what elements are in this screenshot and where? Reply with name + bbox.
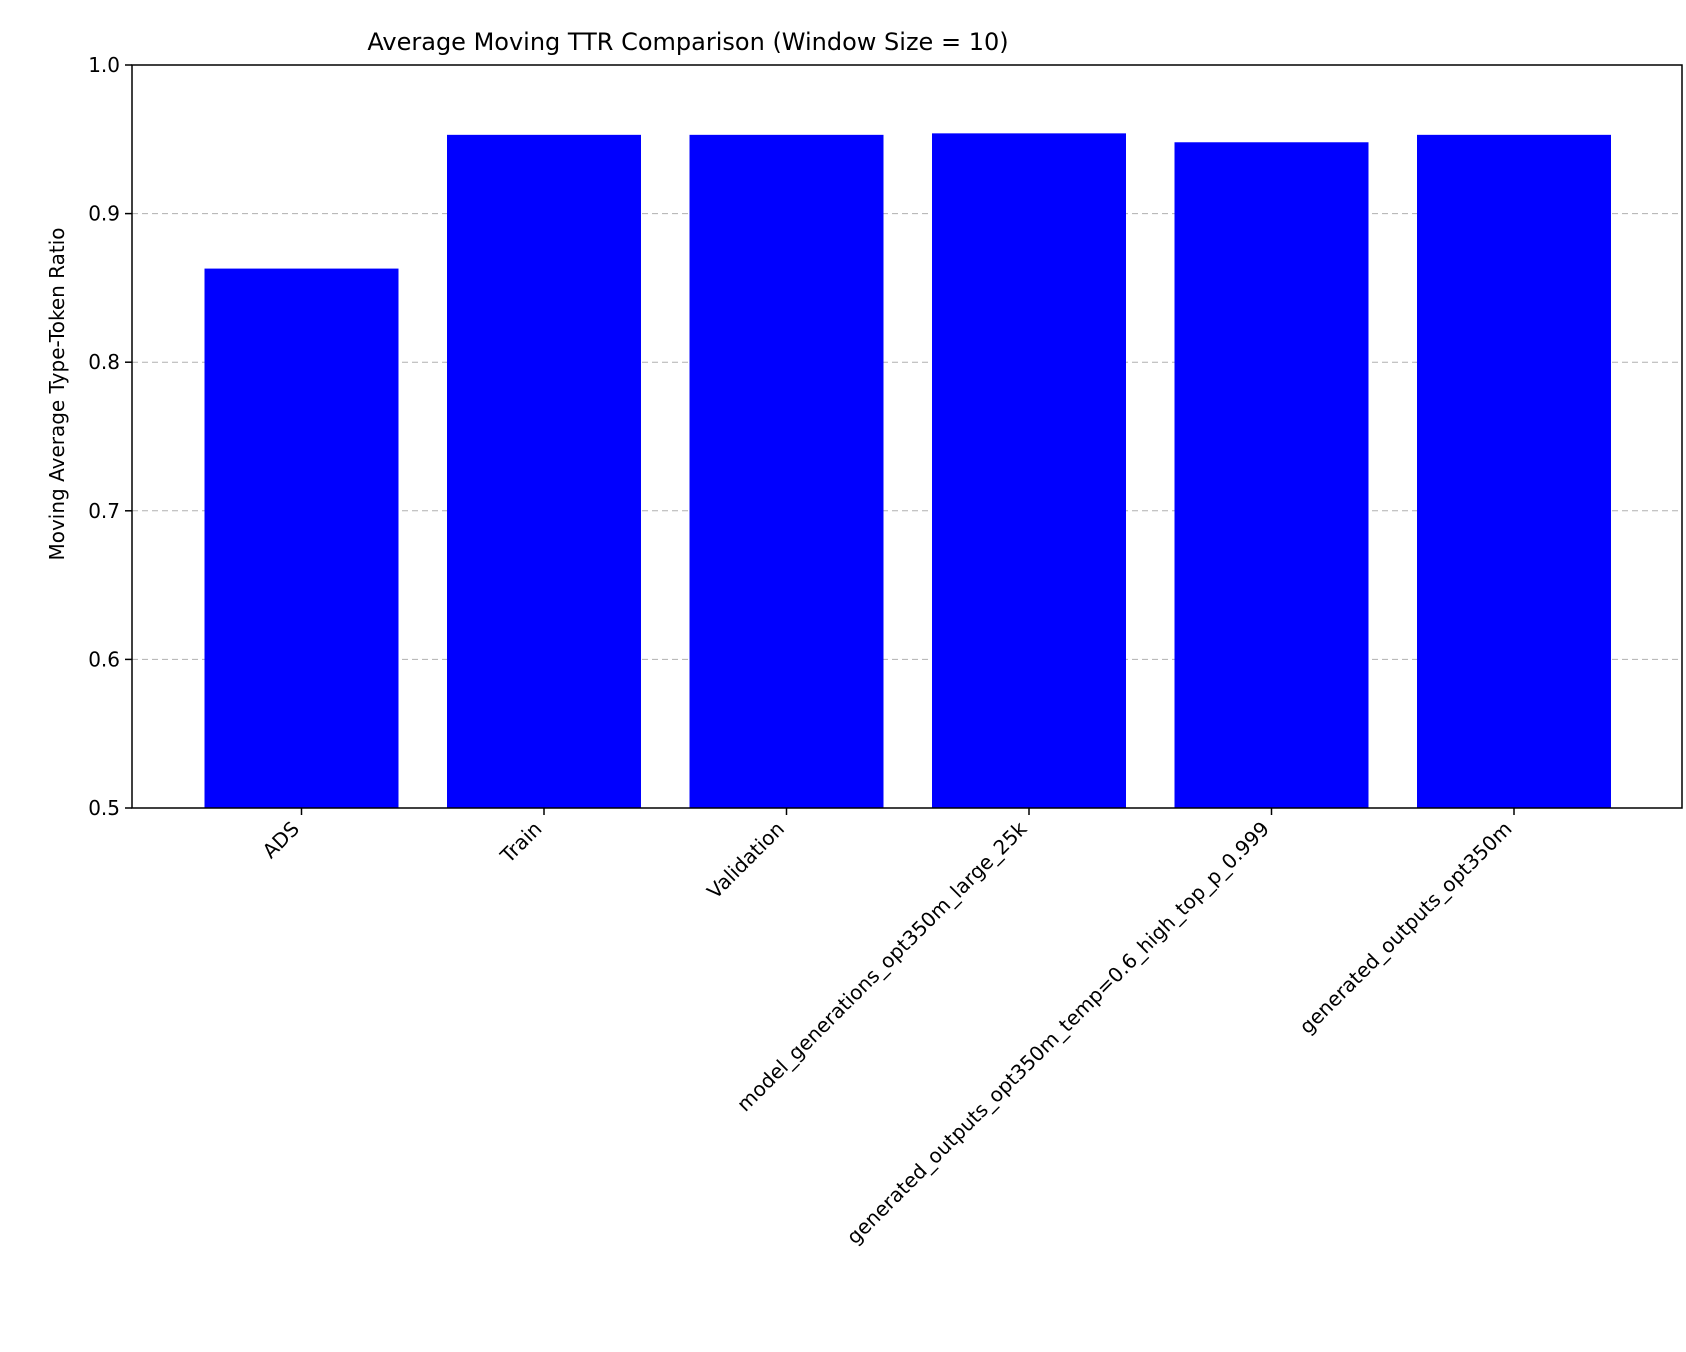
x-tick-label: generated_outputs_opt350m_temp=0.6_high_…: [842, 817, 1274, 1249]
axes: [125, 64, 1683, 815]
y-tick-label: 0.5: [88, 796, 120, 820]
x-tick-label: generated_outputs_opt350m: [1294, 817, 1516, 1039]
bar-0: [204, 268, 399, 808]
x-tick-label: Train: [495, 817, 547, 869]
x-tick-label: Validation: [702, 817, 789, 904]
plot-frame: [131, 64, 1683, 809]
chart-title: Average Moving TTR Comparison (Window Si…: [367, 28, 1008, 56]
bar-5: [1417, 134, 1611, 809]
y-tick-label: 0.7: [88, 499, 120, 523]
y-tick-label: 0.9: [88, 202, 120, 226]
x-tick-label: ADS: [258, 817, 305, 864]
bar-4: [1174, 142, 1369, 809]
y-axis-label: Moving Average Type-Token Ratio: [45, 227, 69, 560]
y-tick-label: 0.6: [88, 647, 120, 671]
y-tick-label: 0.8: [88, 350, 120, 374]
bar-3: [932, 133, 1126, 808]
y-tick-label: 1.0: [88, 53, 120, 77]
bar-2: [689, 134, 884, 809]
x-tick-label: model_generations_opt350m_large_25k: [732, 816, 1032, 1116]
bar-1: [447, 134, 641, 809]
bars: [204, 133, 1611, 809]
